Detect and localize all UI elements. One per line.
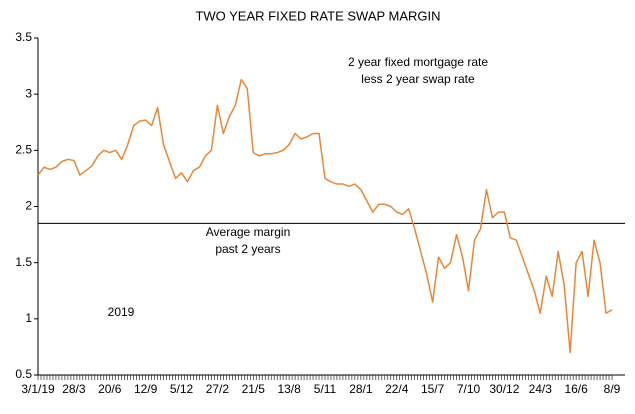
x-tick-label: 8/9: [604, 382, 621, 396]
y-tick-label: 2: [25, 199, 32, 213]
x-tick-label: 3/1/19: [21, 382, 55, 396]
x-tick-label: 30/12: [489, 382, 519, 396]
chart-title: TWO YEAR FIXED RATE SWAP MARGIN: [195, 8, 440, 23]
annotation: past 2 years: [215, 242, 280, 256]
y-tick-label: 0.5: [15, 367, 32, 381]
y-tick-label: 1: [25, 311, 32, 325]
x-tick-label: 24/3: [529, 382, 553, 396]
x-tick-label: 20/6: [98, 382, 122, 396]
x-tick-label: 16/6: [564, 382, 588, 396]
annotation: 2019: [108, 305, 135, 319]
y-tick-label: 3.5: [15, 30, 32, 44]
x-tick-label: 22/4: [385, 382, 409, 396]
y-tick-label: 3: [25, 86, 32, 100]
annotation: less 2 year swap rate: [361, 72, 475, 86]
x-tick-label: 15/7: [421, 382, 445, 396]
x-tick-label: 5/11: [314, 382, 337, 396]
x-tick-label: 12/9: [134, 382, 158, 396]
x-tick-label: 28/1: [349, 382, 373, 396]
annotation: 2 year fixed mortgage rate: [348, 55, 488, 69]
annotation: Average margin: [206, 225, 291, 239]
x-tick-label: 5/12: [170, 382, 194, 396]
x-tick-label: 28/3: [62, 382, 86, 396]
x-tick-label: 13/8: [277, 382, 301, 396]
x-tick-label: 7/10: [457, 382, 481, 396]
y-tick-label: 2.5: [15, 143, 32, 157]
y-tick-label: 1.5: [15, 255, 32, 269]
x-tick-label: 21/5: [242, 382, 266, 396]
data-line: [37, 78, 613, 354]
x-tick-label: 27/2: [206, 382, 230, 396]
